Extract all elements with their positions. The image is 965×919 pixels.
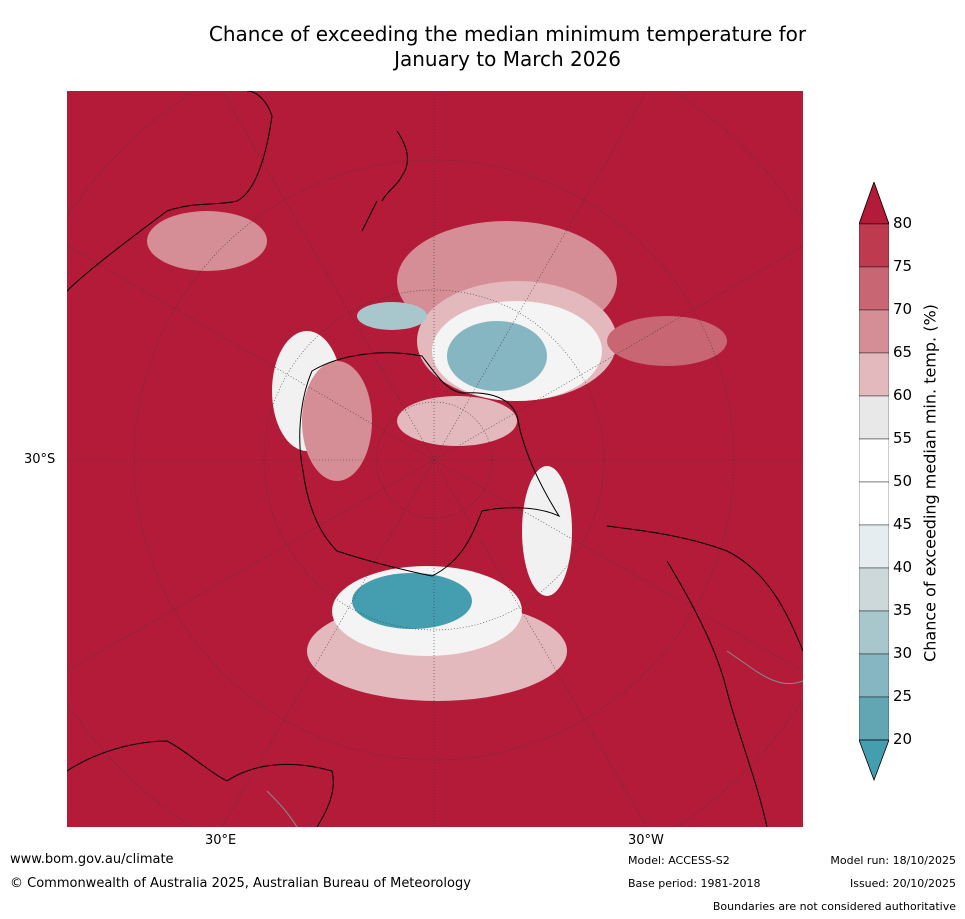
africa-border [266,790,298,827]
band-65-70 [859,309,889,354]
tick-50: 50 [893,472,913,490]
tick-75: 75 [893,257,913,275]
tick-60: 60 [893,386,913,404]
lat-label-30s: 30°S [24,452,56,467]
website-link[interactable]: www.bom.gov.au/climate [10,852,174,867]
meridian-7 [221,91,435,461]
south-america-border [726,650,803,685]
south-america-coast [606,525,803,652]
patch-blue-north2 [357,302,427,330]
tick-20: 20 [893,730,913,748]
band-40-45 [859,524,889,569]
meridian-12 [433,245,803,461]
map-background [67,91,803,827]
tick-35: 35 [893,601,913,619]
band-70-75 [859,266,889,311]
band-45-50 [859,481,889,526]
new-zealand-north [381,130,408,202]
band-55-60 [859,395,889,440]
country-borders [266,650,803,827]
band-30-35 [859,610,889,655]
antarctica-coast [299,352,561,577]
meridian-8 [433,91,648,461]
lon-label-30e: 30°E [205,833,237,848]
patch-pink-west [302,361,372,481]
band-35-40 [859,567,889,612]
patch-blue-north [447,321,547,391]
band-75-80 [859,223,889,268]
model-text: Model: ACCESS-S2 [628,854,730,867]
band-25-30 [859,653,889,698]
map-title: Chance of exceeding the median minimum t… [140,22,875,72]
africa-coast [67,740,228,782]
issued-text: Issued: 20/10/2025 [849,877,956,890]
graticule [67,91,803,827]
tick-55: 55 [893,429,913,447]
title-line-2: January to March 2026 [394,47,621,71]
probability-field [147,211,727,701]
base-period-text: Base period: 1981-2018 [628,877,761,890]
tick-30: 30 [893,644,913,662]
lat-circle-2 [263,289,605,631]
model-run-text: Model run: 18/10/2025 [830,854,956,867]
colorbar-top-arrow [859,182,889,225]
band-20-25 [859,696,889,741]
tick-70: 70 [893,300,913,318]
tick-25: 25 [893,687,913,705]
coastlines [67,91,803,827]
patch-blue-south [352,573,472,629]
title-line-1: Chance of exceeding the median minimum t… [208,22,807,46]
africa-south [226,764,334,827]
meridian-10 [433,459,803,672]
south-america-west [666,560,768,827]
lon-label-30w: 30°W [628,833,664,848]
patch-white-east [522,466,572,596]
band-60-65 [859,352,889,397]
band-50-55 [859,438,889,483]
forecast-map [67,91,803,827]
patch-light-antarctic [397,396,517,446]
copyright-text: © Commonwealth of Australia 2025, Austra… [10,876,471,891]
disclaimer-text: Boundaries are not considered authoritat… [712,900,956,913]
colorbar [859,182,889,782]
patch-pink-aus [147,211,267,271]
tick-80: 80 [893,214,913,232]
patch-pink-ne [607,316,727,366]
tick-65: 65 [893,343,913,361]
new-zealand-south [361,200,378,232]
tick-40: 40 [893,558,913,576]
tick-45: 45 [893,515,913,533]
meridian-9 [67,245,435,461]
colorbar-bottom-arrow [859,739,889,782]
colorbar-label: Chance of exceeding median min. temp. (%… [920,304,940,662]
australia-coast [67,91,273,292]
